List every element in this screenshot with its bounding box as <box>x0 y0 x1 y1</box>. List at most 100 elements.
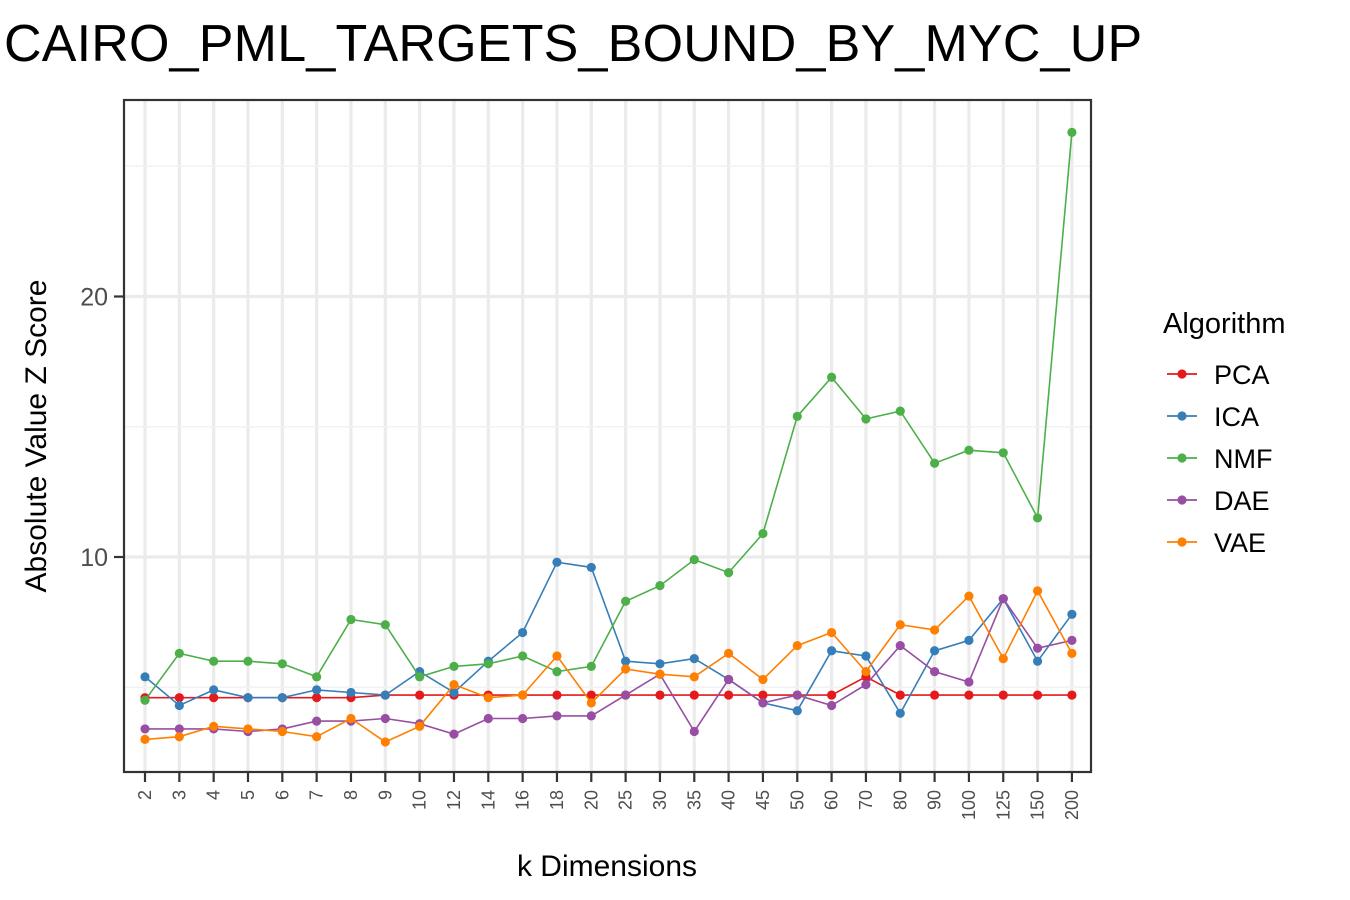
legend-key-point-vae <box>1177 537 1187 547</box>
data-point-vae <box>621 664 631 674</box>
data-point-vae <box>758 674 768 685</box>
data-point-nmf <box>1032 513 1043 523</box>
x-tick-label: 2 <box>135 790 155 800</box>
data-point-vae <box>827 627 837 638</box>
data-point-ica <box>518 627 528 638</box>
x-tick-label: 16 <box>513 790 533 810</box>
data-point-vae <box>724 648 734 658</box>
data-point-dae <box>552 711 562 721</box>
data-point-dae <box>758 698 768 708</box>
series-line-vae <box>144 589 1073 743</box>
data-point-nmf <box>1067 127 1077 137</box>
legend-label-pca: PCA <box>1214 360 1270 390</box>
data-point-vae <box>415 721 425 731</box>
x-tick-label: 30 <box>650 790 670 810</box>
data-point-nmf <box>552 667 562 677</box>
data-point-nmf <box>929 458 940 468</box>
data-point-ica <box>346 687 356 698</box>
data-point-dae <box>998 594 1008 604</box>
data-point-nmf <box>209 656 219 666</box>
data-point-nmf <box>449 661 459 672</box>
data-point-nmf <box>621 596 631 606</box>
data-point-nmf <box>724 568 734 578</box>
x-tick-label: 45 <box>753 790 773 810</box>
data-point-pca <box>174 693 184 703</box>
data-point-ica <box>621 656 631 666</box>
data-point-pca <box>998 690 1008 700</box>
x-tick-label: 100 <box>959 790 979 820</box>
data-point-nmf <box>415 672 425 682</box>
data-point-vae <box>1032 586 1043 596</box>
x-tick-label: 200 <box>1062 790 1082 820</box>
chart-title: CAIRO_PML_TARGETS_BOUND_BY_MYC_UP <box>4 15 1143 73</box>
series-line-pca <box>145 675 1072 699</box>
data-point-nmf <box>827 372 837 382</box>
data-point-ica <box>552 557 562 567</box>
x-tick-label: 20 <box>581 790 601 810</box>
data-point-nmf <box>140 695 150 705</box>
x-tick-label: 80 <box>890 790 910 810</box>
data-point-ica <box>449 687 459 698</box>
data-point-dae <box>483 713 493 724</box>
data-point-vae <box>655 669 665 679</box>
x-tick-label: 6 <box>272 790 292 800</box>
x-tick-label: 8 <box>341 790 361 800</box>
x-tick-label: 9 <box>375 790 395 800</box>
x-tick-label: 25 <box>616 790 636 810</box>
data-point-pca <box>964 690 974 700</box>
data-point-ica <box>380 690 390 700</box>
x-tick-label: 70 <box>856 790 876 810</box>
data-point-pca <box>415 690 425 700</box>
data-point-vae <box>998 653 1008 664</box>
data-point-ica <box>140 672 150 682</box>
data-point-dae <box>449 729 459 739</box>
plot-panel-border <box>122 98 1093 774</box>
data-point-ica <box>209 685 219 695</box>
y-tick-label: 10 <box>80 544 108 572</box>
data-point-ica <box>1067 609 1077 619</box>
data-point-vae <box>552 651 562 661</box>
data-point-dae <box>1032 643 1043 653</box>
x-tick-label: 7 <box>307 790 327 800</box>
data-point-vae <box>689 672 699 682</box>
data-point-pca <box>586 690 596 700</box>
legend-label-vae: VAE <box>1214 528 1266 558</box>
series-line-nmf <box>144 132 1073 701</box>
data-point-vae <box>174 732 184 742</box>
data-point-ica <box>243 693 253 703</box>
x-tick-label: 18 <box>547 790 567 810</box>
data-point-nmf <box>895 406 905 416</box>
x-tick-label: 14 <box>478 790 498 810</box>
x-tick-label: 60 <box>822 790 842 810</box>
data-point-nmf <box>518 651 528 661</box>
data-point-vae <box>964 591 974 601</box>
legend-key-point-ica <box>1177 411 1187 421</box>
data-point-nmf <box>758 528 768 539</box>
data-point-nmf <box>243 656 253 666</box>
data-point-vae <box>792 640 802 651</box>
legend-key-point-dae <box>1177 495 1187 505</box>
data-point-dae <box>1067 635 1077 645</box>
data-point-ica <box>174 700 184 711</box>
legend-key-point-nmf <box>1177 453 1187 463</box>
legend-label-dae: DAE <box>1214 486 1270 516</box>
data-point-nmf <box>380 620 390 630</box>
data-point-dae <box>312 716 322 726</box>
data-point-pca <box>758 690 768 700</box>
data-point-pca <box>1067 690 1077 700</box>
series-line-ica <box>144 561 1073 715</box>
data-point-nmf <box>586 661 596 672</box>
data-point-dae <box>140 724 150 734</box>
data-point-pca <box>312 693 322 703</box>
data-point-dae <box>689 726 699 737</box>
data-point-nmf <box>792 411 802 421</box>
data-point-nmf <box>861 414 871 424</box>
data-point-vae <box>895 620 905 630</box>
data-point-nmf <box>998 448 1008 458</box>
data-point-ica <box>1032 656 1043 666</box>
legend: Algorithm PCA ICA NMF DAE VAE <box>1163 308 1286 558</box>
data-point-pca <box>1032 690 1043 700</box>
data-point-ica <box>964 635 974 645</box>
data-point-pca <box>724 690 734 700</box>
